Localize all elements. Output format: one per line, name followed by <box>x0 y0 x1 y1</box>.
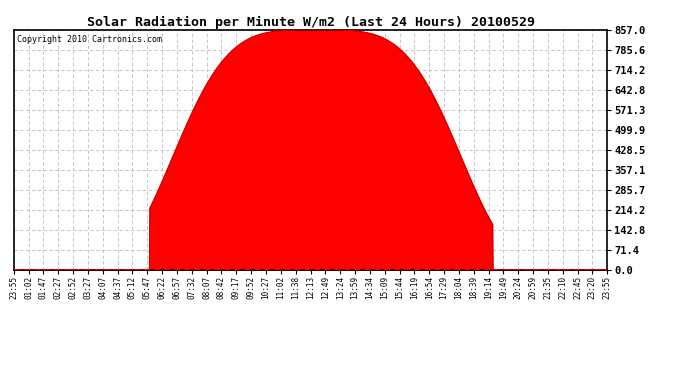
Title: Solar Radiation per Minute W/m2 (Last 24 Hours) 20100529: Solar Radiation per Minute W/m2 (Last 24… <box>86 16 535 29</box>
Text: Copyright 2010 Cartronics.com: Copyright 2010 Cartronics.com <box>17 35 161 44</box>
